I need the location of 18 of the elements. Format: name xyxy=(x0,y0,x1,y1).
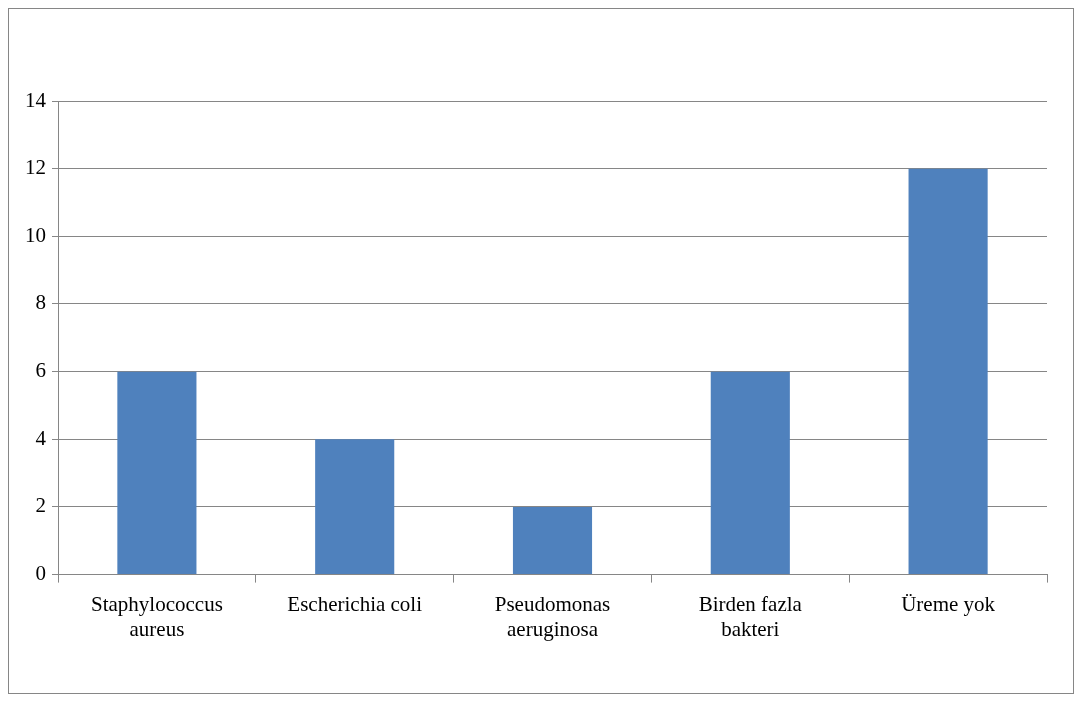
x-tick-label: Üreme yok xyxy=(901,591,996,616)
bar xyxy=(512,506,593,575)
bar xyxy=(117,371,197,575)
y-tick-label: 12 xyxy=(25,155,46,180)
y-tick-label: 8 xyxy=(35,290,46,315)
y-tick-label: 14 xyxy=(25,87,47,112)
y-tick-label: 10 xyxy=(25,222,46,247)
y-tick-label: 4 xyxy=(35,425,47,450)
y-tick-label: 0 xyxy=(35,561,46,586)
y-tick-label: 6 xyxy=(35,358,46,383)
bar xyxy=(315,439,395,575)
bar xyxy=(908,168,988,575)
x-tick-label: Pseudomonas aeruginosa xyxy=(494,591,611,641)
x-tick-label: Birden fazla bakteri xyxy=(698,591,803,641)
bar xyxy=(710,371,790,575)
x-tick-label: Escherichia coli xyxy=(287,591,423,616)
y-tick-label: 2 xyxy=(35,493,46,518)
x-tick-label: Staphylococcus aureus xyxy=(90,591,223,641)
